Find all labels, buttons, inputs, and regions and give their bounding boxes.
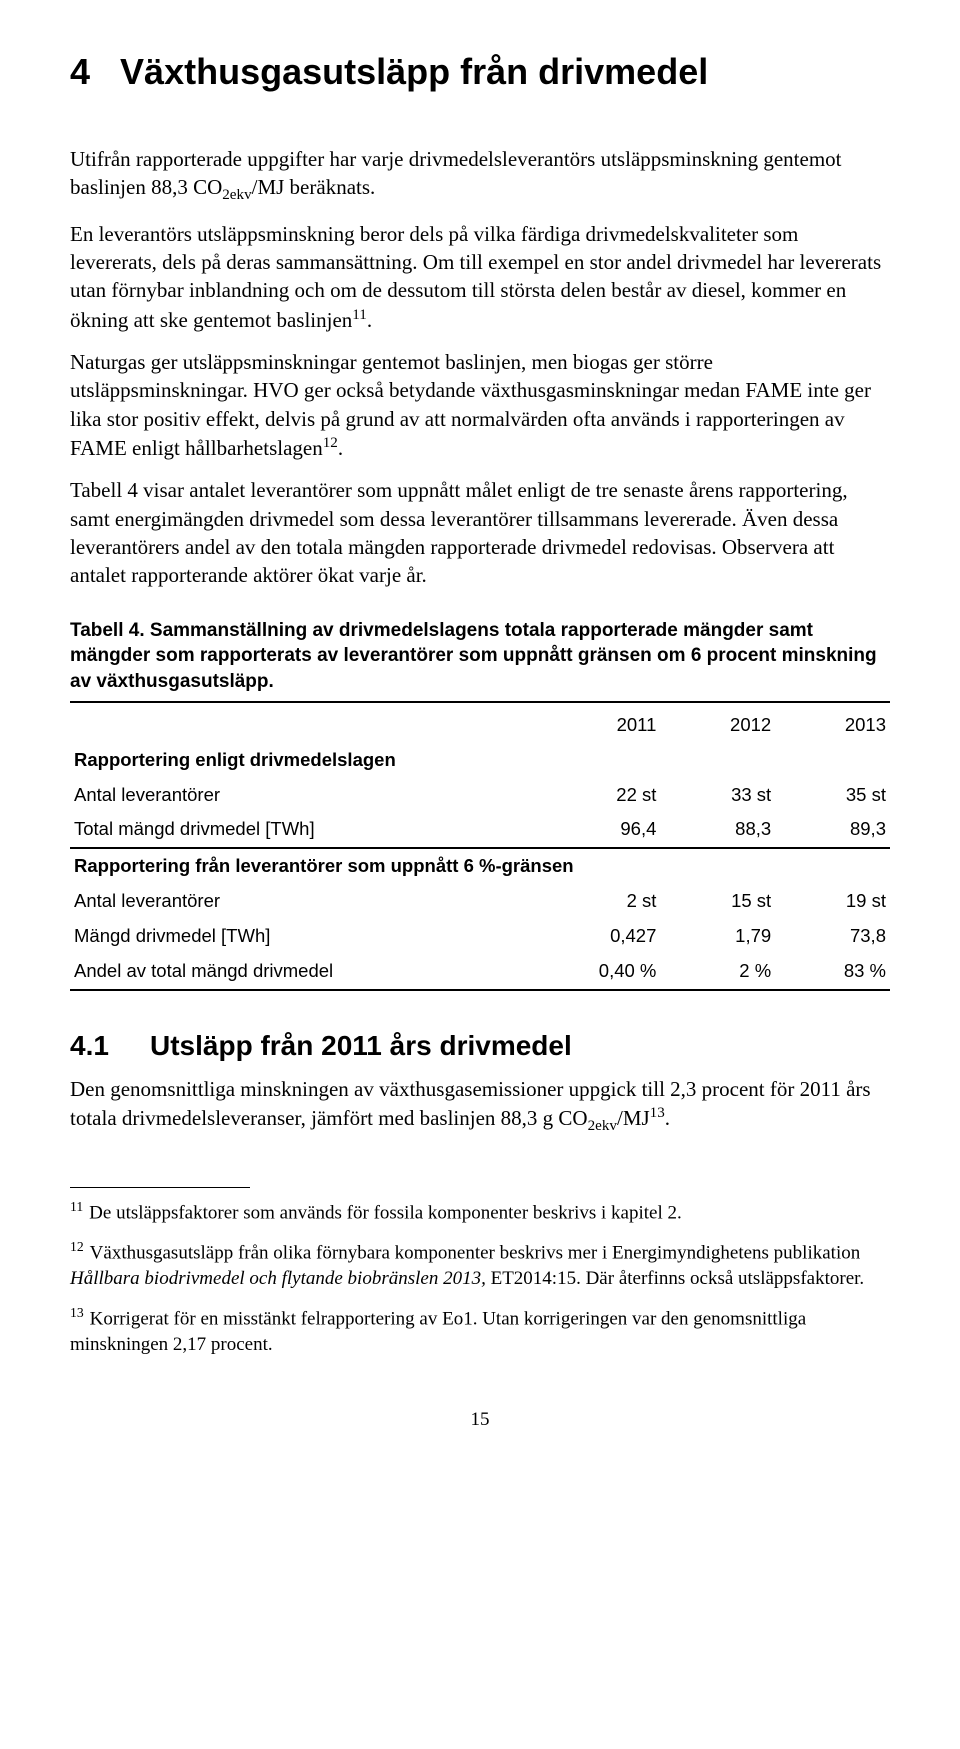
heading-number: 4 <box>70 51 90 92</box>
section-title: Utsläpp från 2011 års drivmedel <box>150 1030 572 1061</box>
table-caption: Tabell 4. Sammanställning av drivmedelsl… <box>70 618 890 695</box>
table-section-header: Rapportering enligt drivmedelslagen <box>70 743 890 778</box>
footnote-13: 13Korrigerat för en misstänkt felrapport… <box>70 1304 890 1358</box>
data-table: 2011 2012 2013 Rapportering enligt drivm… <box>70 701 890 992</box>
table-year: 2013 <box>775 702 890 743</box>
footnote-12: 12Växthusgasutsläpp från olika förnybara… <box>70 1238 890 1292</box>
page-number: 15 <box>70 1407 890 1433</box>
paragraph-1: Utifrån rapporterade uppgifter har varje… <box>70 145 890 206</box>
table-row: Total mängd drivmedel [TWh] 96,4 88,3 89… <box>70 812 890 848</box>
table-row: Antal leverantörer 22 st 33 st 35 st <box>70 778 890 813</box>
paragraph-5: Den genomsnittliga minskningen av växthu… <box>70 1075 890 1137</box>
footnotes-block: 11De utsläppsfaktorer som används för fo… <box>70 1187 890 1357</box>
section-number: 4.1 <box>70 1027 150 1065</box>
paragraph-4: Tabell 4 visar antalet leverantörer som … <box>70 476 890 589</box>
table-row: Mängd drivmedel [TWh] 0,427 1,79 73,8 <box>70 919 890 954</box>
table-row: Andel av total mängd drivmedel 0,40 % 2 … <box>70 954 890 990</box>
table-row: Antal leverantörer 2 st 15 st 19 st <box>70 884 890 919</box>
table-year: 2011 <box>546 702 661 743</box>
footnote-rule <box>70 1187 250 1188</box>
paragraph-3: Naturgas ger utsläppsminskningar gentemo… <box>70 348 890 462</box>
page-title: 4 Växthusgasutsläpp från drivmedel <box>70 48 890 97</box>
table-year-row: 2011 2012 2013 <box>70 702 890 743</box>
heading-text: Växthusgasutsläpp från drivmedel <box>120 51 708 92</box>
section-heading: 4.1Utsläpp från 2011 års drivmedel <box>70 1027 890 1065</box>
paragraph-2: En leverantörs utsläppsminskning beror d… <box>70 220 890 334</box>
footnote-11: 11De utsläppsfaktorer som används för fo… <box>70 1198 890 1226</box>
table-section-header: Rapportering från leverantörer som uppnå… <box>70 848 890 884</box>
table-year: 2012 <box>660 702 775 743</box>
